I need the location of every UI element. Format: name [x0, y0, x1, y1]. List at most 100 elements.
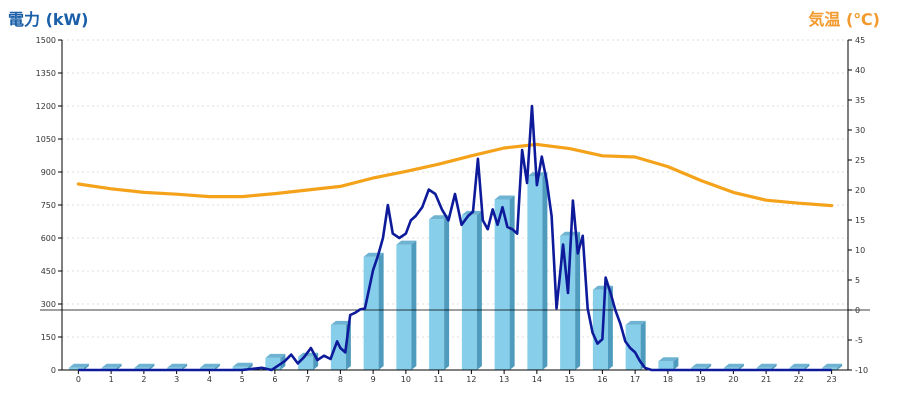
bar-top	[232, 362, 253, 367]
bar	[232, 366, 248, 370]
power-line	[78, 104, 832, 372]
right-axis-tick-label: 5	[855, 276, 860, 285]
left-axis-tick-label: 600	[41, 234, 56, 243]
bar-side	[640, 320, 646, 370]
x-axis-tick-label: 0	[76, 375, 81, 384]
bar	[396, 244, 412, 370]
bar	[625, 324, 641, 370]
bar-side	[444, 215, 450, 370]
bar-top	[723, 363, 744, 368]
x-axis-tick-label: 20	[728, 375, 738, 384]
bar	[298, 356, 314, 370]
bar-top	[167, 363, 188, 368]
left-axis-tick-label: 1500	[36, 36, 56, 45]
bar-top	[396, 240, 417, 245]
bar-side	[607, 285, 613, 370]
left-axis-tick-label: 150	[41, 333, 56, 342]
bar-top	[101, 363, 122, 368]
x-axis-tick-label: 8	[338, 375, 343, 384]
x-axis-tick-label: 9	[371, 375, 376, 384]
temperature-line	[76, 142, 834, 208]
left-axis-tick-label: 750	[41, 201, 56, 210]
labels-layer: 01503004506007509001050120013501500-10-5…	[36, 36, 868, 384]
left-axis-tick-label: 1350	[36, 69, 56, 78]
x-axis-tick-label: 4	[207, 375, 212, 384]
right-axis-tick-label: 40	[855, 66, 865, 75]
bar-side	[214, 363, 220, 370]
bar-side	[837, 363, 843, 370]
bar	[429, 219, 445, 370]
x-axis-tick-label: 18	[663, 375, 673, 384]
bar-top	[330, 320, 351, 325]
x-axis-tick-label: 15	[565, 375, 575, 384]
bar-side	[83, 363, 89, 370]
bar-top	[658, 357, 679, 362]
bar	[363, 256, 379, 370]
bar-top	[494, 195, 515, 200]
right-axis-tick-label: 25	[855, 156, 865, 165]
bar-side	[476, 210, 482, 370]
axes-layer	[40, 39, 870, 374]
x-axis-tick-label: 13	[499, 375, 509, 384]
x-axis-tick-label: 23	[827, 375, 837, 384]
right-axis-tick-label: 0	[855, 306, 860, 315]
left-axis-tick-label: 1050	[36, 135, 56, 144]
x-axis-tick-label: 14	[532, 375, 542, 384]
right-axis-tick-label: 45	[855, 36, 865, 45]
bar-top	[691, 363, 712, 368]
bar-side	[116, 363, 122, 370]
x-axis-tick-label: 19	[696, 375, 706, 384]
lines-layer	[76, 104, 834, 372]
x-axis-tick-label: 2	[141, 375, 146, 384]
bar-side	[673, 357, 679, 370]
right-axis-tick-label: 15	[855, 216, 865, 225]
bar-top	[625, 320, 646, 325]
bar-side	[149, 363, 155, 370]
bar-side	[542, 172, 548, 370]
x-axis-tick-label: 16	[597, 375, 607, 384]
bar-side	[706, 363, 712, 370]
x-axis-tick-label: 17	[630, 375, 640, 384]
bar	[658, 361, 674, 370]
bar-side	[804, 363, 810, 370]
bar-top	[756, 363, 777, 368]
x-axis-tick-label: 12	[466, 375, 476, 384]
bar-side	[738, 363, 744, 370]
bar-top	[265, 353, 286, 358]
bar-side	[182, 363, 188, 370]
bar-side	[575, 231, 581, 370]
right-axis-tick-label: -5	[855, 336, 863, 345]
x-axis-tick-label: 3	[174, 375, 179, 384]
x-axis-tick-label: 21	[761, 375, 771, 384]
bar-top	[429, 215, 450, 220]
left-axis-tick-label: 300	[41, 300, 56, 309]
bar	[330, 324, 346, 370]
x-axis-tick-label: 11	[434, 375, 444, 384]
x-axis-tick-label: 7	[305, 375, 310, 384]
bar-top	[199, 363, 220, 368]
bar	[461, 214, 477, 370]
left-axis-tick-label: 900	[41, 168, 56, 177]
right-axis-tick-label: -10	[855, 366, 868, 375]
x-axis-tick-label: 1	[109, 375, 114, 384]
bar	[527, 176, 543, 370]
bar	[560, 235, 576, 370]
bar	[68, 367, 84, 370]
right-axis-tick-label: 20	[855, 186, 865, 195]
x-axis-tick-label: 22	[794, 375, 804, 384]
right-axis-tick-label: 35	[855, 96, 865, 105]
bar-side	[509, 195, 515, 370]
right-axis-title: 気温 (℃)	[808, 10, 880, 29]
bar-top	[134, 363, 155, 368]
left-axis-title: 電力 (kW)	[8, 10, 89, 29]
bars-layer	[68, 172, 843, 370]
bar-top	[822, 363, 843, 368]
bar-side	[411, 240, 417, 370]
right-axis-tick-label: 10	[855, 246, 865, 255]
left-axis-tick-label: 1200	[36, 102, 56, 111]
x-axis-tick-label: 6	[272, 375, 277, 384]
right-axis-tick-label: 30	[855, 126, 865, 135]
bar-top	[68, 363, 89, 368]
bar-side	[378, 252, 384, 370]
